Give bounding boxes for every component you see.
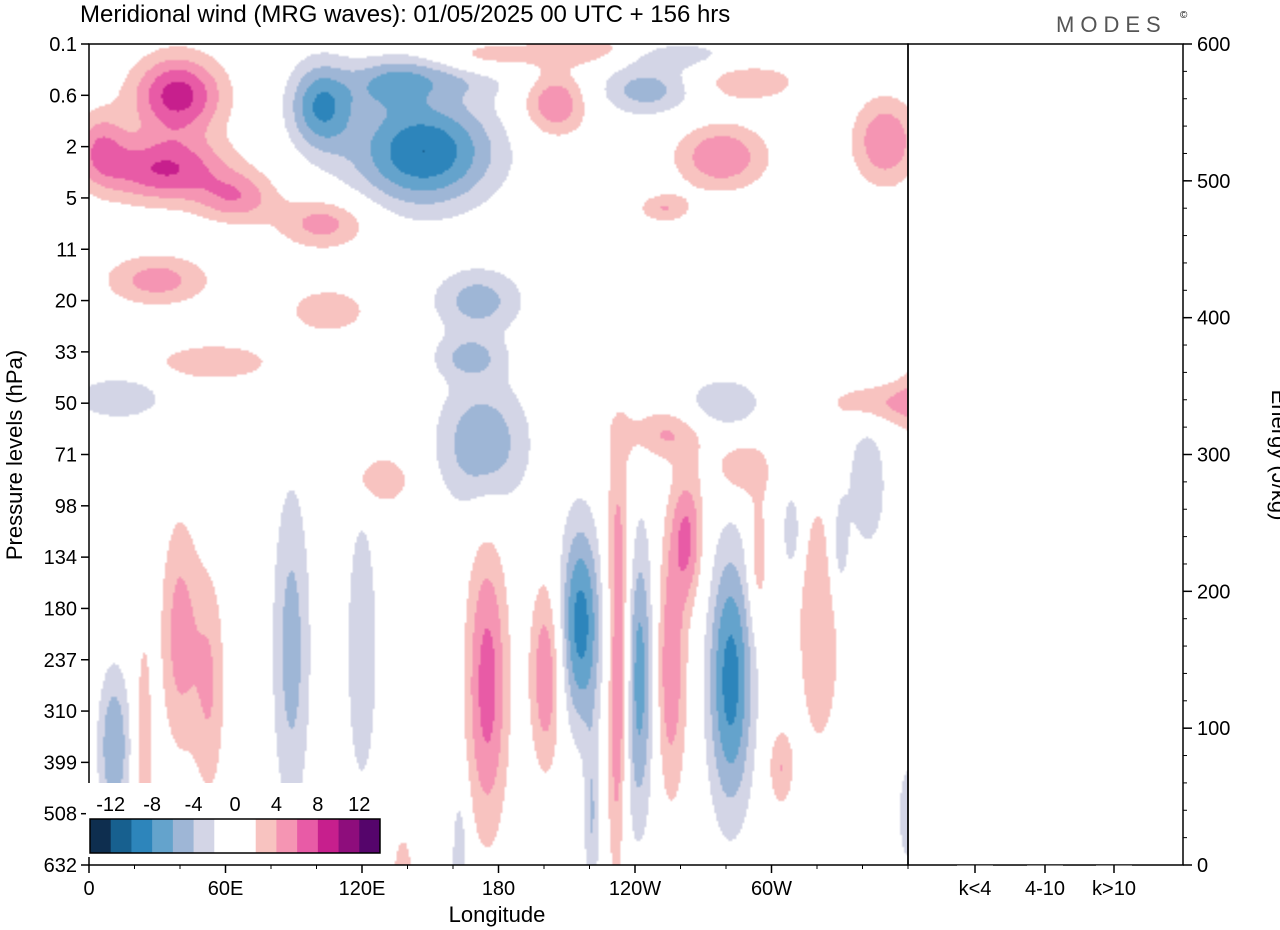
y-axis-label: Pressure levels (hPa) — [2, 350, 27, 560]
colorbar-swatch — [152, 819, 174, 853]
x-axis-label: Longitude — [449, 902, 546, 927]
pressure-tick-label: 632 — [44, 855, 77, 877]
logo-mark: © — [1180, 10, 1188, 21]
pressure-tick-label: 2 — [66, 137, 77, 159]
pressure-tick-label: 237 — [44, 650, 77, 672]
energy-panel-frame — [907, 43, 1184, 866]
pressure-tick-label: 33 — [55, 342, 77, 364]
longitude-tick-label: 120E — [339, 878, 386, 900]
pressure-tick-label: 0.1 — [49, 34, 77, 56]
energy-tick-label: 400 — [1197, 308, 1230, 330]
wavenumber-tick-label: k<4 — [959, 878, 992, 900]
colorbar-swatch — [90, 819, 112, 853]
pressure-tick-label: 399 — [44, 752, 77, 774]
pressure-tick-label: 11 — [56, 239, 77, 261]
colorbar-label: 0 — [229, 794, 240, 816]
wind-field-image — [89, 44, 908, 865]
modes-logo: MODES — [1056, 12, 1167, 37]
colorbar-label: 8 — [312, 794, 323, 816]
longitude-tick-label: 180 — [482, 878, 515, 900]
energy-axis: 0 100 200 300 400 500 600 — [1183, 34, 1230, 877]
longitude-tick-label: 120W — [609, 878, 661, 900]
colorbar-swatch — [235, 819, 257, 853]
energy-tick-label: 100 — [1197, 718, 1230, 740]
pressure-tick-label: 508 — [44, 804, 77, 826]
heatmap-plot-area — [89, 44, 908, 865]
energy-tick-label: 600 — [1197, 34, 1230, 56]
wavenumber-tick-label: k>10 — [1092, 878, 1136, 900]
energy-tick-label: 500 — [1197, 171, 1230, 193]
colorbar-label: -4 — [185, 794, 203, 816]
pressure-tick-label: 134 — [44, 547, 77, 569]
colorbar-frame — [89, 818, 381, 854]
pressure-tick-label: 98 — [55, 496, 77, 518]
pressure-tick-label: 5 — [66, 188, 77, 210]
pressure-tick-label: 50 — [55, 393, 77, 415]
colorbar-label: 12 — [348, 794, 370, 816]
colorbar-swatch — [131, 819, 153, 853]
energy-axis-label: Energy (J/kg) — [1267, 390, 1280, 521]
colorbar-swatch — [276, 819, 298, 853]
pressure-tick-label: 180 — [44, 598, 77, 620]
colorbar-label: -8 — [143, 794, 161, 816]
colorbar-swatch — [172, 819, 195, 853]
colorbar: -12 -8 -4 0 4 8 12 — [86, 783, 384, 857]
colorbar-label: -12 — [96, 794, 125, 816]
colorbar-swatch — [255, 819, 277, 853]
colorbar-swatch — [338, 819, 360, 853]
wavenumber-axis: k<4 4-10 k>10 — [959, 865, 1136, 900]
pressure-tick-label: 71 — [55, 445, 77, 467]
pressure-tick-label: 20 — [55, 291, 77, 313]
colorbar-swatch — [317, 819, 340, 853]
pressure-tick-label: 0.6 — [49, 85, 77, 107]
chart-title: Meridional wind (MRG waves): 01/05/2025 … — [80, 1, 730, 28]
longitude-tick-label: 60E — [208, 878, 244, 900]
colorbar-swatch — [110, 819, 132, 853]
longitude-tick-label: 0 — [83, 878, 94, 900]
longitude-tick-label: 60W — [751, 878, 792, 900]
colorbar-swatch — [214, 819, 236, 853]
energy-tick-label: 0 — [1197, 855, 1208, 877]
energy-tick-label: 200 — [1197, 581, 1230, 603]
longitude-axis: 0 60E 120E 180 120W 60W — [83, 865, 909, 900]
colorbar-swatch — [359, 819, 381, 853]
wavenumber-tick-label: 4-10 — [1025, 878, 1065, 900]
pressure-axis: 0.1 0.6 2 5 11 20 33 50 71 98 134 180 237 310 399 508 63… — [44, 34, 89, 877]
colorbar-swatch — [193, 819, 215, 853]
colorbar-label: 4 — [271, 794, 282, 816]
pressure-tick-label: 310 — [44, 701, 77, 723]
colorbar-swatch — [297, 819, 319, 853]
energy-tick-label: 300 — [1197, 445, 1230, 467]
